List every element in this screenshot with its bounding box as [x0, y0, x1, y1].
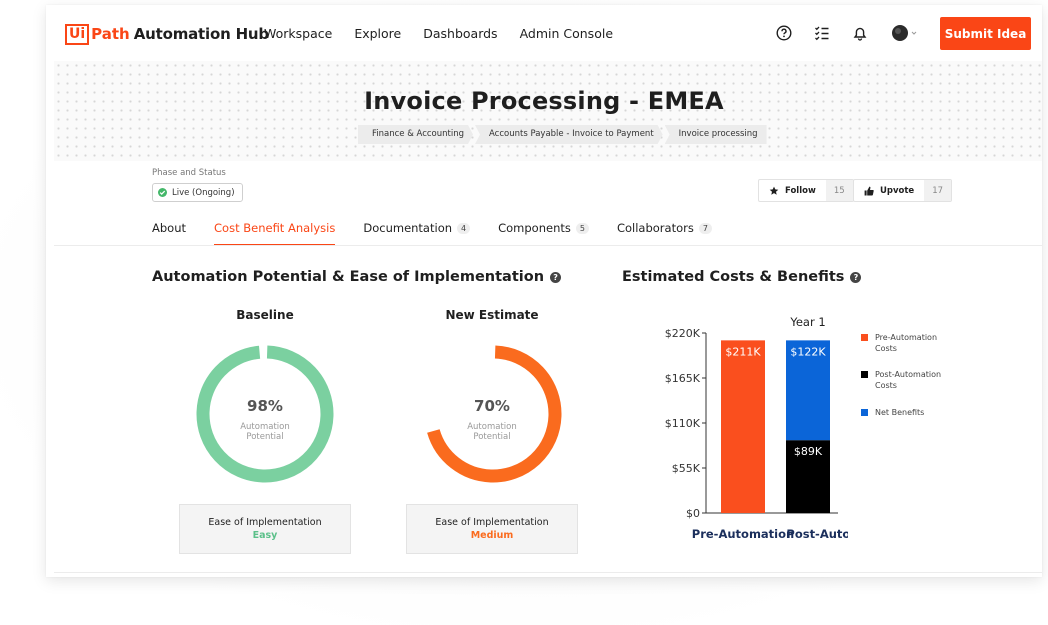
star-icon [769, 186, 779, 195]
year-label: Year 1 [789, 315, 825, 329]
thumbs-up-icon [864, 186, 874, 195]
breadcrumb-item[interactable]: Finance & Accounting [358, 125, 473, 144]
status-badge: Live (Ongoing) [152, 183, 243, 202]
submit-idea-button[interactable]: Submit Idea [940, 17, 1031, 50]
y-tick-label: $165K [665, 372, 701, 385]
tab-collaborators[interactable]: Collaborators 7 [617, 221, 712, 245]
tab-cost-benefit-analysis[interactable]: Cost Benefit Analysis [214, 221, 336, 246]
potential-title-text: Automation Potential & Ease of Implement… [152, 269, 545, 285]
legend-swatch [861, 409, 868, 416]
help-icon[interactable]: ? [850, 271, 862, 283]
bar-value-label: $122K [790, 345, 826, 358]
bar-segment [786, 440, 830, 513]
baseline-percent: 98% [247, 397, 283, 415]
legend-item: Post-Automation Costs [861, 369, 951, 391]
ease-value: Easy [252, 530, 278, 541]
bar-segment [786, 340, 830, 441]
costs-section-title: Estimated Costs & Benefits ? [622, 269, 862, 285]
avatar[interactable] [891, 24, 919, 42]
logo-path: Path [91, 25, 130, 43]
tab-documentation[interactable]: Documentation 4 [363, 221, 471, 245]
help-icon[interactable] [775, 24, 793, 42]
tab-count-badge: 5 [575, 223, 589, 234]
legend-label: Pre-Automation Costs [875, 333, 938, 353]
estimate-percent: 70% [474, 397, 510, 415]
baseline-heading: Baseline [236, 308, 294, 322]
top-navigation-bar: Ui Path Automation Hub Workspace Explore… [46, 5, 1042, 61]
main-nav: Workspace Explore Dashboards Admin Conso… [264, 26, 635, 41]
tab-label: About [152, 221, 187, 235]
bar-segment [721, 340, 765, 513]
tab-label: Collaborators [616, 221, 694, 235]
legend-label: Net Benefits [875, 408, 925, 417]
breadcrumb: Finance & Accounting Accounts Payable - … [358, 125, 769, 144]
follow-label: Follow [785, 185, 816, 196]
legend-swatch [861, 334, 868, 341]
tab-components[interactable]: Components 5 [498, 221, 589, 245]
tab-label: Components [498, 221, 571, 235]
estimate-donut-chart [424, 345, 562, 483]
baseline-sub-label: Automation Potential [240, 422, 290, 442]
legend-item: Pre-Automation Costs [861, 332, 951, 354]
bottom-divider [54, 572, 1042, 573]
nav-admin-console[interactable]: Admin Console [519, 26, 614, 41]
title-banner [54, 61, 1042, 161]
estimate-heading: New Estimate [445, 308, 539, 322]
checklist-icon[interactable] [813, 24, 831, 42]
breadcrumb-item[interactable]: Accounts Payable - Invoice to Payment [475, 125, 663, 144]
follow-button[interactable]: Follow 15 [758, 179, 854, 202]
page-title: Invoice Processing - EMEA [364, 87, 724, 115]
check-icon [158, 188, 167, 197]
bar-value-label: $211K [725, 345, 761, 358]
estimate-ease-box: Ease of Implementation Medium [406, 504, 578, 554]
upvote-count: 17 [924, 180, 952, 201]
x-group-label: Pre-Automation [692, 527, 794, 541]
logo-product-name: Automation Hub [133, 25, 269, 43]
tab-label: Documentation [363, 221, 453, 235]
bar-value-label: $89K [794, 445, 823, 458]
nav-dashboards[interactable]: Dashboards [423, 26, 498, 41]
ease-label: Ease of Implementation [435, 517, 549, 528]
upvote-label: Upvote [880, 185, 915, 196]
y-tick-label: $55K [672, 462, 701, 475]
tab-about[interactable]: About [152, 221, 186, 245]
tab-label: Cost Benefit Analysis [214, 221, 336, 235]
status-value: Live (Ongoing) [172, 187, 235, 198]
y-tick-label: $220K [665, 327, 701, 340]
cost-benefit-bar-chart: $0$55K$110K$165K$220K$211K$89K$122K$80K$… [665, 315, 848, 541]
y-tick-label: $110K [665, 417, 701, 430]
app-window: Ui Path Automation Hub Workspace Explore… [46, 5, 1042, 577]
potential-section-title: Automation Potential & Ease of Implement… [152, 269, 562, 285]
baseline-ease-box: Ease of Implementation Easy [179, 504, 351, 554]
nav-workspace[interactable]: Workspace [264, 26, 333, 41]
baseline-donut-chart [196, 345, 334, 483]
help-icon[interactable]: ? [550, 271, 562, 283]
costs-title-text: Estimated Costs & Benefits [622, 269, 845, 285]
x-group-label: Post-Automation [786, 527, 848, 541]
logo-box: Ui [65, 23, 90, 45]
legend-item: Net Benefits [861, 407, 951, 418]
legend-swatch [861, 371, 868, 378]
follow-count: 15 [825, 180, 853, 201]
ease-value: Medium [470, 530, 514, 541]
tab-count-badge: 4 [457, 223, 471, 234]
ease-label: Ease of Implementation [208, 517, 322, 528]
tab-bar: About Cost Benefit Analysis Documentatio… [152, 221, 740, 246]
legend-label: Post-Automation Costs [875, 370, 942, 390]
y-tick-label: $0 [686, 507, 700, 520]
nav-explore[interactable]: Explore [354, 26, 402, 41]
upvote-button[interactable]: Upvote 17 [853, 179, 953, 202]
bell-icon[interactable] [851, 24, 869, 42]
breadcrumb-item[interactable]: Invoice processing [664, 125, 767, 144]
phase-status-label: Phase and Status [152, 168, 226, 178]
tab-count-badge: 7 [698, 223, 712, 234]
estimate-sub-label: Automation Potential [467, 422, 517, 442]
uipath-logo[interactable]: Ui Path Automation Hub [65, 23, 269, 45]
tab-divider [54, 245, 1042, 246]
